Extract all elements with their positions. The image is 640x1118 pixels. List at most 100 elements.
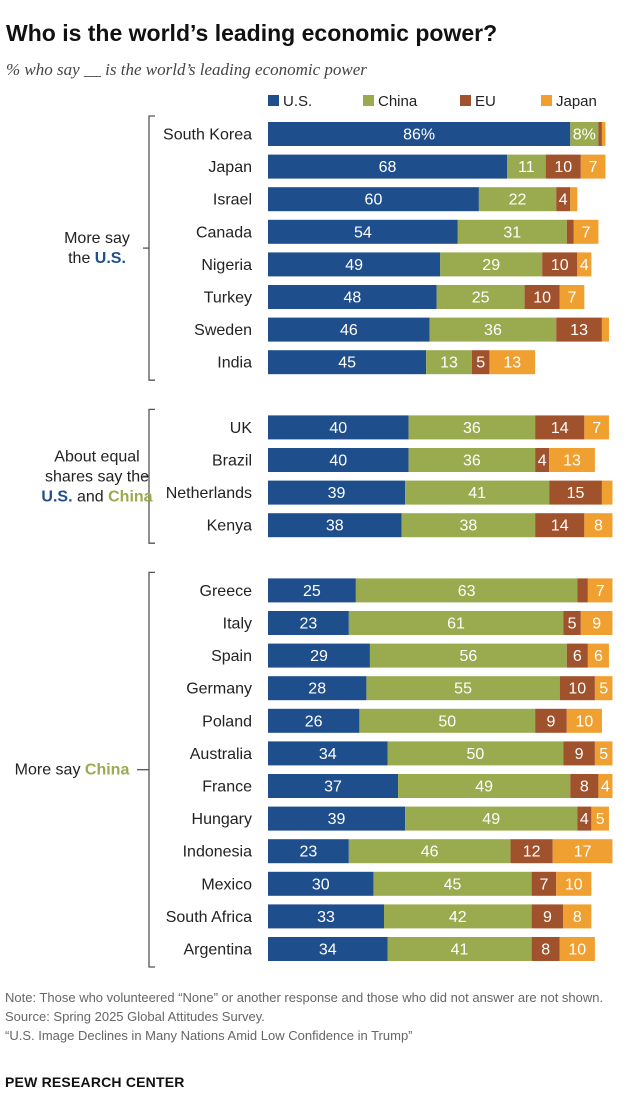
data-label-china: 22 — [509, 192, 527, 209]
bar-segment-china — [383, 904, 532, 929]
bar-segment-us — [268, 774, 399, 798]
bar-segment-japan — [489, 350, 536, 375]
bar-segment-china — [457, 219, 567, 244]
data-label-japan: 7 — [596, 583, 605, 600]
data-label-eu: 4 — [559, 192, 568, 209]
country-label: UK — [230, 420, 253, 437]
country-label: India — [217, 355, 252, 372]
data-label-china: 42 — [449, 909, 467, 926]
bar-segment-us — [268, 219, 458, 244]
bar-segment-eu — [471, 350, 490, 375]
bar-segment-us — [268, 122, 571, 146]
bar-segment-us — [268, 904, 384, 929]
group-label: shares say the — [45, 468, 149, 485]
country-label: Italy — [223, 616, 252, 633]
country-label: Brazil — [212, 453, 252, 470]
bar-segment-us — [268, 480, 406, 505]
data-label-us: 45 — [338, 355, 356, 372]
bar-segment-eu — [566, 643, 588, 668]
bar-segment-japan — [570, 187, 578, 212]
bar-segment-china — [405, 806, 578, 831]
data-label-us: 46 — [340, 322, 358, 339]
data-label-japan: 10 — [575, 713, 593, 730]
bar-segment-eu — [535, 513, 585, 538]
data-label-china: 61 — [447, 616, 465, 633]
bar-segment-china — [369, 643, 567, 668]
bar-segment-us — [268, 252, 441, 277]
bar-segment-japan — [601, 480, 613, 505]
bar-segment-eu — [531, 871, 557, 896]
bar-segment-china — [348, 611, 564, 635]
data-label-eu: 14 — [551, 518, 569, 535]
chart-subtitle: % who say __ is the world’s leading econ… — [6, 60, 367, 79]
bar-segment-japan — [594, 676, 613, 701]
bar-segment-japan — [584, 513, 613, 538]
country-label: Australia — [190, 746, 252, 763]
bar-segment-eu — [531, 937, 560, 961]
data-label-eu: 12 — [523, 844, 541, 861]
bar-segment-eu — [577, 806, 592, 831]
group-label: More say China — [15, 762, 130, 779]
legend-label-eu: EU — [475, 93, 496, 110]
data-label-us: 29 — [310, 648, 328, 665]
data-label-eu: 9 — [547, 713, 556, 730]
data-label-us: 25 — [303, 583, 321, 600]
bar-segment-china — [478, 187, 557, 212]
bar-segment-us — [268, 317, 430, 342]
bar-segment-japan — [594, 741, 613, 766]
bar-segment-us — [268, 676, 367, 701]
data-label-us: 38 — [326, 518, 344, 535]
data-label-eu: 4 — [538, 453, 547, 470]
bar-segment-eu — [566, 219, 574, 244]
data-label-us: 86% — [403, 127, 435, 144]
country-label: France — [202, 779, 252, 796]
bar-segment-japan — [549, 448, 595, 472]
bar-segment-china — [405, 480, 550, 505]
country-label: Spain — [211, 648, 252, 665]
data-label-japan: 7 — [592, 420, 601, 437]
data-label-eu: 5 — [476, 355, 485, 372]
country-label: Turkey — [204, 290, 252, 307]
country-label: South Korea — [163, 127, 252, 144]
bar-segment-china — [366, 676, 560, 701]
data-label-us: 30 — [312, 876, 330, 893]
legend-swatch-china — [363, 95, 374, 106]
chart-title: Who is the world’s leading economic powe… — [6, 20, 498, 46]
bar-segment-china — [440, 252, 543, 277]
data-label-eu: 4 — [580, 811, 589, 828]
data-label-eu: 10 — [568, 681, 586, 698]
data-label-us: 28 — [308, 681, 326, 698]
group-label: U.S. and China — [41, 488, 152, 505]
bar-segment-us — [268, 611, 349, 635]
bar-segment-china — [348, 839, 511, 864]
bar-segment-china — [426, 350, 472, 375]
group-label-accent-us: U.S. — [41, 488, 72, 505]
country-label: Canada — [196, 224, 252, 241]
data-label-japan: 5 — [599, 681, 608, 698]
country-label: Hungary — [192, 811, 252, 828]
bar-segment-japan — [563, 904, 592, 929]
bar-segment-us — [268, 448, 409, 472]
data-label-china: 8% — [573, 127, 596, 144]
data-label-china: 41 — [451, 942, 469, 959]
data-label-us: 68 — [379, 159, 397, 176]
bar-segment-china — [436, 285, 525, 309]
bar-segment-japan — [587, 643, 609, 668]
data-label-japan: 7 — [568, 290, 577, 307]
bar-segment-us — [268, 513, 402, 538]
data-label-japan: 10 — [568, 942, 586, 959]
bar-segment-japan — [601, 122, 606, 146]
data-label-us: 37 — [324, 779, 342, 796]
country-label: Poland — [202, 713, 252, 730]
bar-segment-eu — [524, 285, 560, 309]
group-label-part: and — [73, 488, 109, 505]
country-label: Greece — [200, 583, 253, 600]
data-label-eu: 7 — [539, 876, 548, 893]
bar-segment-eu — [577, 578, 588, 603]
data-label-eu: 8 — [541, 942, 550, 959]
report-title-text: “U.S. Image Declines in Many Nations Ami… — [5, 1028, 413, 1043]
data-label-us: 40 — [329, 420, 347, 437]
data-label-eu: 9 — [575, 746, 584, 763]
data-label-eu: 9 — [543, 909, 552, 926]
